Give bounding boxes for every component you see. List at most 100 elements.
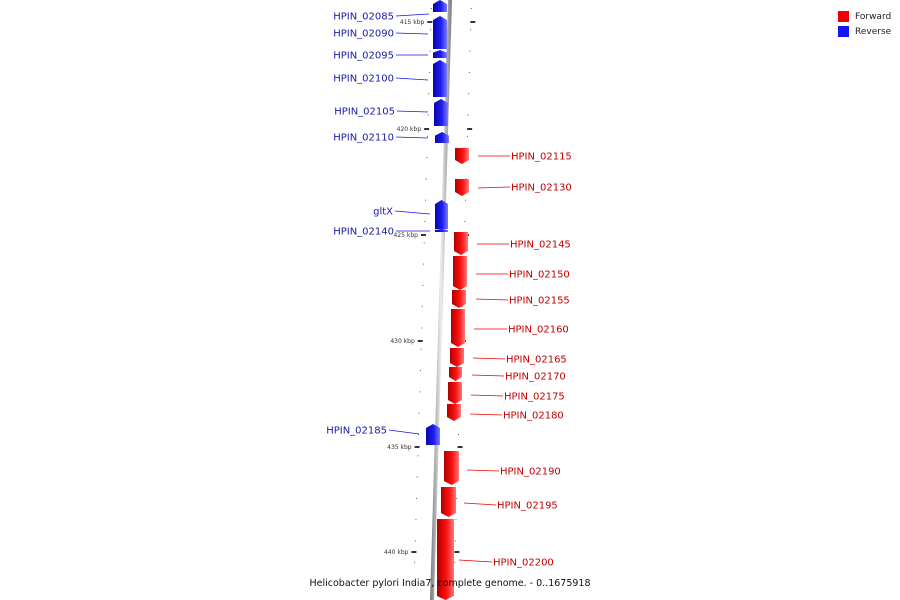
tick-label: 430 kbp bbox=[390, 338, 415, 345]
gene-label[interactable]: HPIN_02150 bbox=[509, 270, 570, 281]
legend-reverse: Reverse bbox=[838, 24, 891, 39]
gene-label[interactable]: HPIN_02195 bbox=[497, 501, 558, 512]
minor-tick-right bbox=[454, 561, 456, 563]
forward-gene[interactable] bbox=[444, 451, 459, 485]
forward-gene[interactable] bbox=[452, 290, 466, 308]
minor-tick-left bbox=[428, 93, 430, 95]
minor-tick-left bbox=[414, 561, 416, 563]
gene-leader-line bbox=[395, 136, 429, 139]
gene-label[interactable]: HPIN_02105 bbox=[334, 107, 395, 118]
reverse-gene[interactable] bbox=[433, 60, 447, 97]
minor-tick-right bbox=[465, 199, 467, 201]
reverse-gene[interactable] bbox=[435, 200, 448, 229]
minor-tick-left bbox=[413, 583, 415, 585]
gene-label[interactable]: HPIN_02090 bbox=[333, 29, 394, 40]
forward-gene[interactable] bbox=[448, 382, 462, 404]
gene-label[interactable]: HPIN_02180 bbox=[503, 411, 564, 422]
tick-label: 420 kbp bbox=[397, 126, 422, 133]
gene-label[interactable]: HPIN_02145 bbox=[510, 240, 571, 251]
tick-label: 440 kbp bbox=[384, 549, 409, 556]
gene-label[interactable]: HPIN_02095 bbox=[333, 51, 394, 62]
gene-label[interactable]: HPIN_02185 bbox=[326, 426, 387, 437]
genes bbox=[426, 0, 469, 600]
minor-tick-right bbox=[465, 178, 467, 180]
gene-label[interactable]: HPIN_02200 bbox=[493, 558, 554, 569]
gene-label[interactable]: HPIN_02175 bbox=[504, 392, 565, 403]
minor-tick-left bbox=[426, 135, 428, 137]
gene-label[interactable]: HPIN_02115 bbox=[511, 152, 572, 163]
minor-tick-right bbox=[468, 71, 470, 73]
minor-tick-left bbox=[423, 263, 425, 265]
gene-leader-line bbox=[388, 429, 420, 435]
minor-tick-left bbox=[425, 199, 427, 201]
gene-label[interactable]: HPIN_02110 bbox=[333, 133, 394, 144]
forward-gene[interactable] bbox=[453, 256, 467, 290]
minor-tick-left bbox=[421, 306, 423, 308]
minor-tick-left bbox=[416, 497, 418, 499]
legend-reverse-label: Reverse bbox=[855, 26, 892, 37]
minor-tick-left bbox=[425, 178, 427, 180]
forward-gene[interactable] bbox=[447, 404, 461, 421]
gene-label[interactable]: HPIN_02170 bbox=[505, 372, 566, 383]
gene-label[interactable]: HPIN_02155 bbox=[509, 296, 570, 307]
minor-tick-left bbox=[422, 284, 424, 286]
minor-tick-left bbox=[417, 434, 419, 435]
gene-label[interactable]: HPIN_02085 bbox=[333, 12, 394, 23]
gene-label[interactable]: HPIN_02130 bbox=[511, 183, 572, 194]
gene-label[interactable]: gltX bbox=[373, 207, 393, 218]
gene-leader-line bbox=[396, 110, 429, 113]
gene-leader-line bbox=[395, 77, 429, 81]
minor-tick-left bbox=[428, 71, 430, 73]
forward-gene[interactable] bbox=[450, 348, 464, 367]
legend-forward-label: Forward bbox=[855, 11, 892, 22]
minor-tick-right bbox=[461, 306, 463, 308]
gene-label[interactable]: HPIN_02100 bbox=[333, 74, 394, 85]
reverse-gene[interactable] bbox=[435, 132, 449, 143]
minor-tick-left bbox=[414, 540, 416, 542]
minor-tick-left bbox=[423, 242, 425, 244]
forward-gene[interactable] bbox=[451, 309, 465, 347]
minor-tick-left bbox=[421, 327, 423, 329]
tick-label: 425 kbp bbox=[393, 232, 418, 239]
gene-leader-line bbox=[466, 469, 500, 472]
minor-tick-left bbox=[427, 114, 429, 116]
gene-leader-line bbox=[470, 394, 504, 397]
gene-label[interactable]: HPIN_02165 bbox=[506, 355, 567, 366]
minor-tick-left bbox=[415, 519, 417, 521]
gene-label[interactable]: HPIN_02160 bbox=[508, 325, 569, 336]
reverse-gene[interactable] bbox=[433, 0, 447, 12]
minor-tick-left bbox=[418, 412, 420, 414]
reverse-gene[interactable] bbox=[433, 16, 447, 49]
minor-tick-left bbox=[416, 476, 418, 478]
forward-gene[interactable] bbox=[455, 148, 469, 164]
forward-gene[interactable] bbox=[449, 367, 462, 381]
minor-tick-right bbox=[469, 50, 471, 52]
gene-label[interactable]: HPIN_02190 bbox=[500, 467, 561, 478]
gene-leader-line bbox=[463, 502, 497, 506]
reverse-gene[interactable] bbox=[426, 424, 440, 445]
gene-leader-line bbox=[395, 32, 429, 35]
minor-tick-right bbox=[468, 93, 470, 95]
forward-gene[interactable] bbox=[455, 179, 469, 196]
minor-tick-left bbox=[417, 455, 419, 457]
reverse-gene[interactable] bbox=[435, 229, 448, 232]
tick-label: 415 kbp bbox=[400, 19, 425, 26]
reverse-swatch bbox=[838, 26, 849, 37]
gene-leader-line bbox=[472, 357, 506, 360]
reverse-gene[interactable] bbox=[434, 99, 448, 126]
reverse-gene[interactable] bbox=[433, 50, 447, 58]
genome-backbone bbox=[430, 0, 452, 600]
gene-leader-line bbox=[471, 374, 505, 377]
minor-tick-right bbox=[454, 540, 456, 542]
minor-tick-right bbox=[464, 221, 466, 222]
forward-gene[interactable] bbox=[437, 519, 454, 600]
minor-tick-right bbox=[453, 583, 455, 585]
forward-gene[interactable] bbox=[454, 232, 468, 255]
minor-tick-left bbox=[420, 348, 422, 350]
backbone-line bbox=[430, 0, 452, 600]
forward-swatch bbox=[838, 11, 849, 22]
gene-leader-line bbox=[394, 210, 431, 215]
gene-label[interactable]: HPIN_02140 bbox=[333, 227, 394, 238]
forward-gene[interactable] bbox=[441, 487, 456, 517]
